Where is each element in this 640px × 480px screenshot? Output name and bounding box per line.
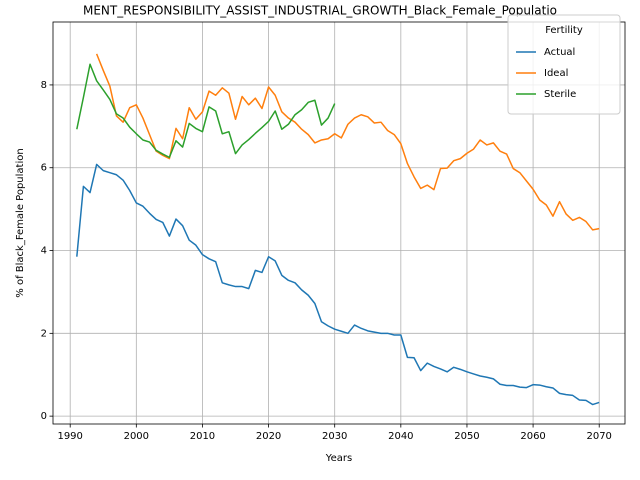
y-tick-label: 2	[41, 328, 47, 339]
line-series	[76, 163, 600, 406]
x-axis-label: Years	[325, 453, 352, 464]
y-tick-label: 8	[41, 80, 47, 91]
line-series	[76, 63, 336, 159]
x-tick-label: 2040	[388, 431, 413, 442]
x-tick-label: 2060	[520, 431, 545, 442]
x-tick-label: 2030	[322, 431, 347, 442]
x-tick-label: 2050	[454, 431, 479, 442]
y-tick-label: 0	[41, 411, 47, 422]
legend-label: Ideal	[544, 68, 568, 79]
legend-box	[507, 14, 621, 115]
y-axis-label: % of Black_Female Population	[15, 148, 26, 297]
legend-label: Sterile	[544, 89, 576, 100]
x-tick-label: 2010	[190, 431, 215, 442]
line-series	[95, 53, 600, 231]
y-tick-label: 6	[41, 163, 47, 174]
x-tick-label: 2020	[256, 431, 281, 442]
plot-frame	[52, 21, 626, 425]
legend-label: Actual	[544, 47, 575, 58]
x-tick-label: 2070	[586, 431, 611, 442]
chart-title: MENT_RESPONSIBILITY_ASSIST_INDUSTRIAL_GR…	[83, 4, 557, 18]
legend-title: Fertility	[545, 25, 583, 36]
x-tick-label: 1990	[57, 431, 82, 442]
x-tick-label: 2000	[124, 431, 149, 442]
y-tick-label: 4	[41, 246, 47, 257]
